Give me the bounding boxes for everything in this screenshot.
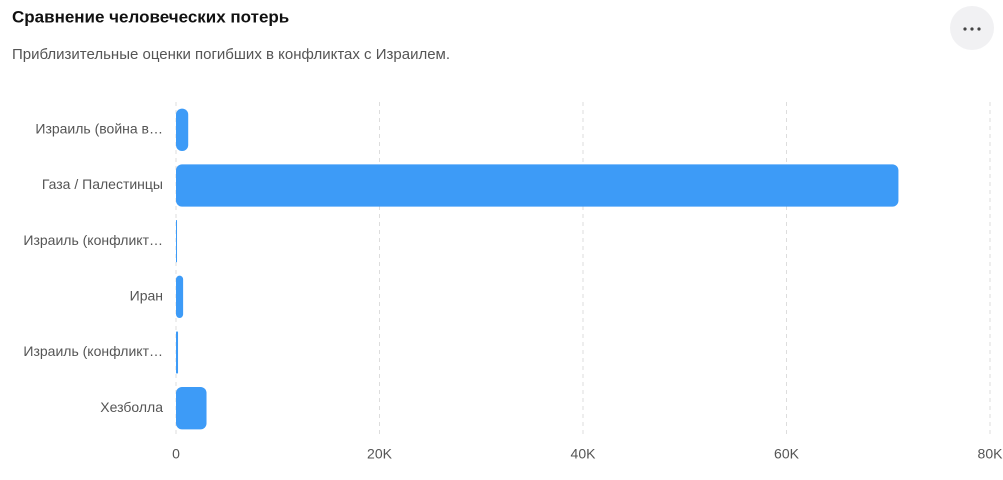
y-tick-label: Израиль (конфликт… <box>23 343 163 359</box>
bar <box>176 108 189 151</box>
bar <box>176 220 178 263</box>
y-tick-label: Хезболла <box>100 399 163 415</box>
x-tick-label: 20K <box>367 446 393 462</box>
bar <box>176 275 184 318</box>
menu-dot <box>977 27 981 31</box>
y-tick-label: Израиль (война в… <box>35 121 163 137</box>
y-tick-label: Израиль (конфликт… <box>23 232 163 248</box>
menu-dot <box>963 27 967 31</box>
x-tick-label: 80K <box>978 446 1003 462</box>
bar <box>176 387 207 430</box>
menu-button[interactable] <box>950 6 994 50</box>
chart-subtitle: Приблизительные оценки погибших в конфли… <box>12 46 450 63</box>
x-tick-label: 0 <box>172 446 180 462</box>
bar <box>176 331 179 374</box>
y-tick-label: Иран <box>130 288 163 304</box>
menu-dot <box>970 27 974 31</box>
y-tick-label: Газа / Палестинцы <box>42 176 163 192</box>
x-tick-label: 60K <box>774 446 800 462</box>
bar <box>176 164 899 207</box>
chart-title: Сравнение человеческих потерь <box>12 7 289 26</box>
x-tick-label: 40K <box>571 446 597 462</box>
